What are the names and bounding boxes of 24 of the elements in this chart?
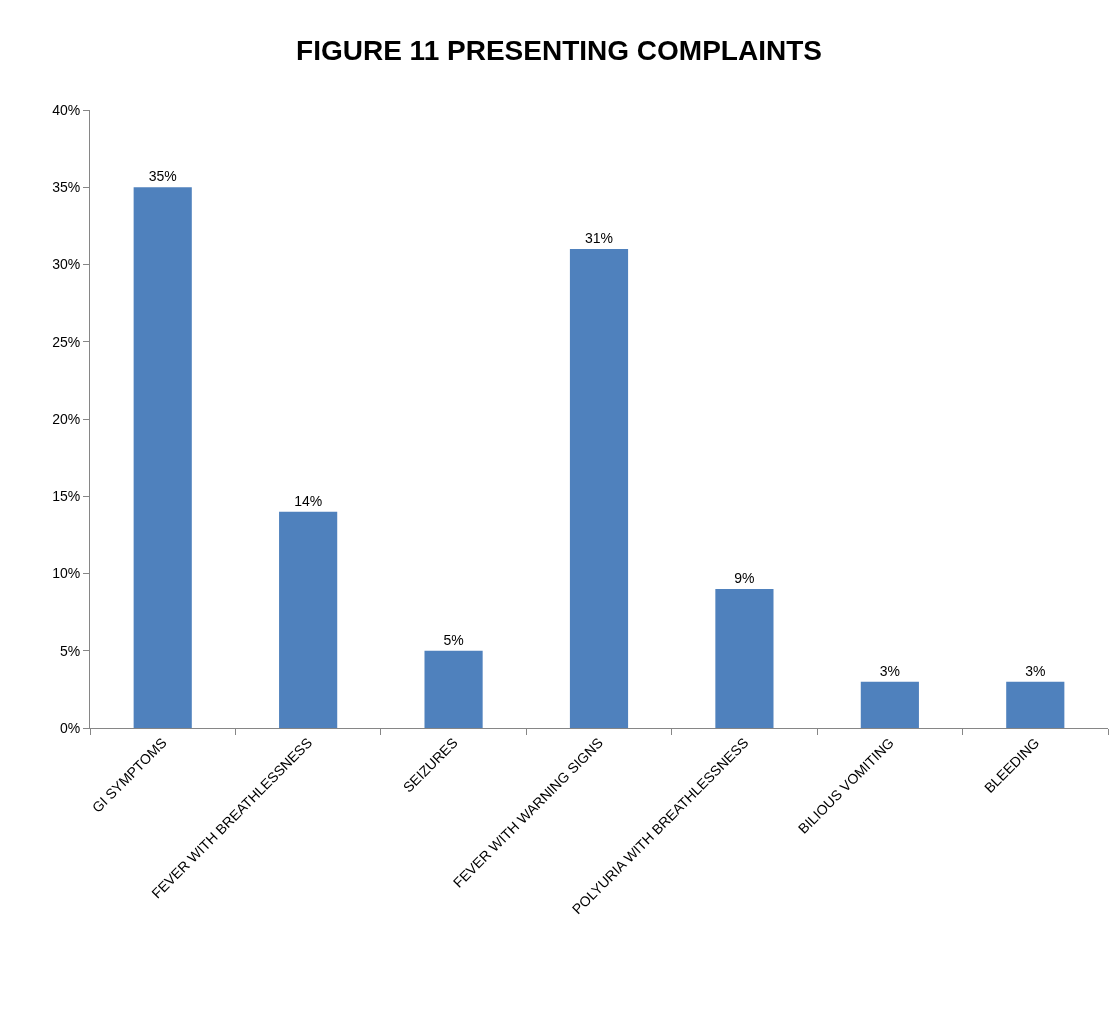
y-tick-label: 25%	[52, 333, 81, 350]
data-label: 3%	[1025, 662, 1046, 679]
y-tick-label: 5%	[59, 642, 81, 659]
bar	[569, 249, 629, 728]
y-tick-label: 0%	[59, 719, 81, 736]
chart-title: FIGURE 11 PRESENTING COMPLAINTS	[296, 35, 822, 66]
y-tick-label: 30%	[52, 256, 81, 273]
bar	[715, 588, 774, 728]
y-tick-label: 35%	[52, 179, 81, 196]
bar	[424, 650, 483, 728]
y-tick-label: 15%	[52, 488, 81, 505]
bar	[279, 511, 338, 728]
data-label: 31%	[584, 230, 614, 247]
bar	[1006, 681, 1065, 728]
y-tick-label: 10%	[52, 565, 81, 582]
data-label: 35%	[148, 168, 177, 185]
bar	[860, 681, 919, 728]
data-label: 5%	[443, 631, 464, 648]
y-tick-label: 20%	[52, 410, 81, 427]
y-tick-label: 40%	[52, 101, 81, 118]
data-label: 14%	[294, 492, 323, 509]
data-label: 9%	[734, 569, 755, 586]
data-label: 3%	[879, 662, 900, 679]
bar	[133, 187, 192, 728]
